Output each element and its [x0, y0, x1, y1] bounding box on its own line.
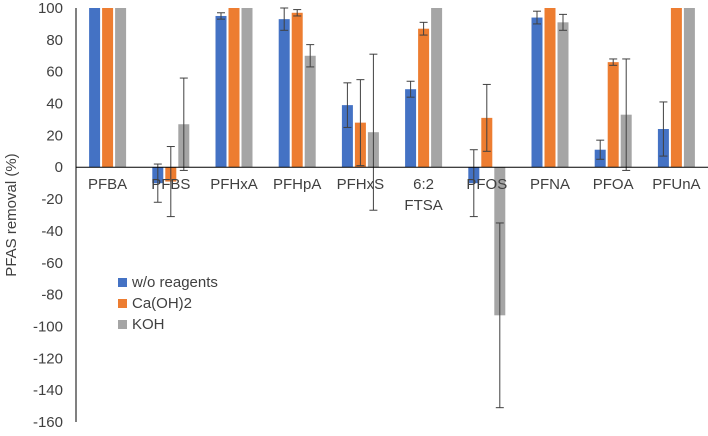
axes-layer [75, 8, 708, 422]
category-label-2: PFHxA [210, 176, 258, 193]
bar-0-7 [531, 17, 543, 168]
bar-2-7 [557, 22, 569, 168]
bar-2-2 [241, 8, 253, 168]
y-tick-label-0: 100 [38, 0, 63, 17]
bar-2-5 [431, 8, 443, 168]
category-label-6: PFOS [466, 176, 507, 193]
bar-2-0 [115, 8, 127, 168]
error-bars-layer [153, 7, 668, 409]
bar-1-0 [102, 8, 114, 168]
y-tick-label-3: 40 [46, 96, 63, 113]
legend-swatch-0 [118, 278, 127, 287]
bar-1-7 [544, 8, 556, 168]
category-label-8: PFOA [593, 176, 634, 193]
y-tick-label-13: -160 [33, 414, 63, 431]
bar-1-3 [291, 12, 303, 168]
category-label-5: 6:2 FTSA [404, 176, 442, 214]
category-label-3: PFHpA [273, 176, 321, 193]
category-label-1: PFBS [151, 176, 190, 193]
y-tick-label-7: -40 [41, 223, 63, 240]
legend-swatch-2 [118, 320, 127, 329]
legend-swatch-1 [118, 299, 127, 308]
bar-2-9 [683, 8, 695, 168]
y-axis-title: PFAS removal (%) [3, 153, 20, 276]
y-tick-label-5: 0 [55, 159, 63, 176]
legend-label-2: KOH [132, 316, 165, 333]
y-tick-label-6: -20 [41, 191, 63, 208]
category-label-4: PFHxS [337, 176, 385, 193]
bars-layer [89, 8, 695, 316]
bar-0-2 [215, 15, 227, 168]
y-tick-label-2: 60 [46, 64, 63, 81]
category-labels: PFBA PFBS PFHxA PFHpA PFHxS 6:2 FTSA PFOS PFNA PF… [88, 176, 701, 214]
bar-1-9 [670, 8, 682, 168]
legend-label-1: Ca(OH)2 [132, 295, 192, 312]
y-tick-label-8: -60 [41, 255, 63, 272]
y-tick-label-10: -100 [33, 318, 63, 335]
bar-0-4 [341, 105, 353, 168]
bar-2-3 [304, 55, 316, 168]
y-tick-label-9: -80 [41, 287, 63, 304]
bar-0-0 [89, 8, 101, 168]
category-label-0: PFBA [88, 176, 127, 193]
y-tick-label-1: 80 [46, 32, 63, 49]
y-tick-label-11: -120 [33, 350, 63, 367]
legend: w/o reagents Ca(OH)2 KOH [118, 274, 218, 333]
bar-0-3 [278, 19, 290, 168]
y-tick-label-12: -140 [33, 382, 63, 399]
bar-1-8 [607, 62, 619, 168]
y-tick-labels: 100 80 60 40 20 0 -20 -40 -60 -80 -100 -120 -140 -160 [33, 0, 63, 431]
bar-0-5 [405, 89, 417, 168]
category-label-9: PFUnA [652, 176, 700, 193]
legend-label-0: w/o reagents [131, 274, 218, 291]
bar-1-5 [418, 28, 430, 168]
category-label-7: PFNA [530, 176, 570, 193]
y-tick-label-4: 20 [46, 127, 63, 144]
bar-1-2 [228, 8, 240, 168]
